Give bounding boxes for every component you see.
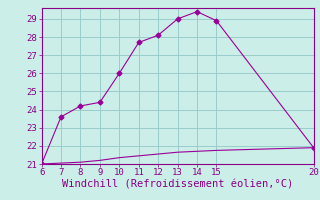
X-axis label: Windchill (Refroidissement éolien,°C): Windchill (Refroidissement éolien,°C) [62,180,293,190]
